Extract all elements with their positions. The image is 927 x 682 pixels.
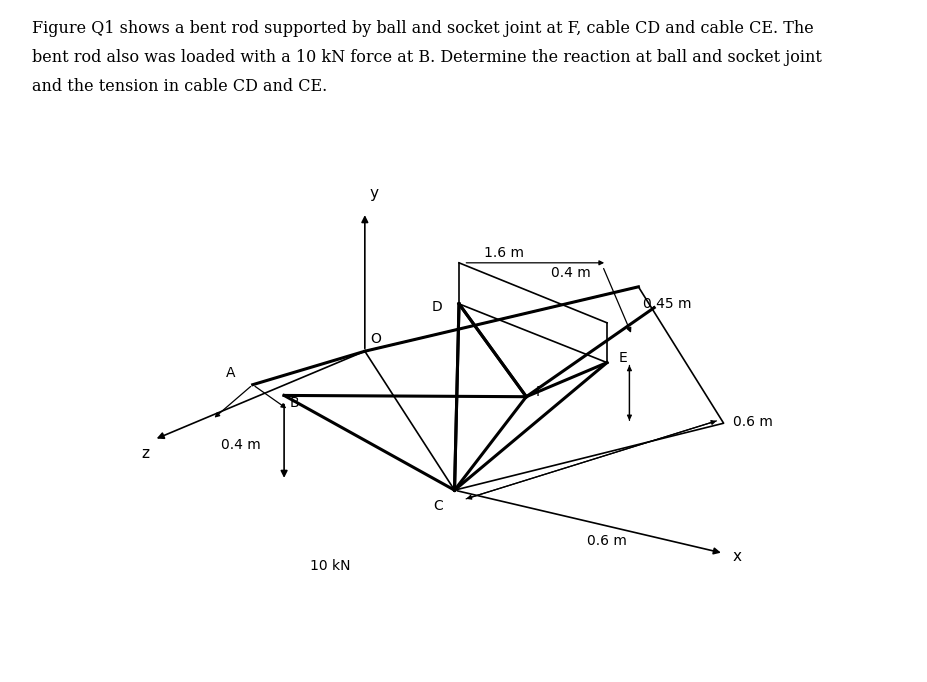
Text: 0.6 m: 0.6 m xyxy=(732,415,772,429)
Text: A: A xyxy=(225,366,235,381)
Text: Figure Q1 shows a bent rod supported by ball and socket joint at F, cable CD and: Figure Q1 shows a bent rod supported by … xyxy=(32,20,822,95)
Text: 0.4 m: 0.4 m xyxy=(222,438,261,451)
Text: 1.6 m: 1.6 m xyxy=(484,246,524,261)
Text: O: O xyxy=(370,331,381,346)
Text: 10 kN: 10 kN xyxy=(311,559,351,573)
Text: z: z xyxy=(142,446,149,461)
Text: B: B xyxy=(290,396,299,410)
Text: F: F xyxy=(536,385,544,399)
Text: 0.6 m: 0.6 m xyxy=(587,535,627,548)
Text: x: x xyxy=(732,549,742,564)
Text: E: E xyxy=(619,351,628,365)
Text: D: D xyxy=(431,300,442,314)
Text: 0.45 m: 0.45 m xyxy=(643,297,692,311)
Text: y: y xyxy=(369,186,378,201)
Text: 0.4 m: 0.4 m xyxy=(552,267,591,280)
Text: C: C xyxy=(434,499,443,513)
